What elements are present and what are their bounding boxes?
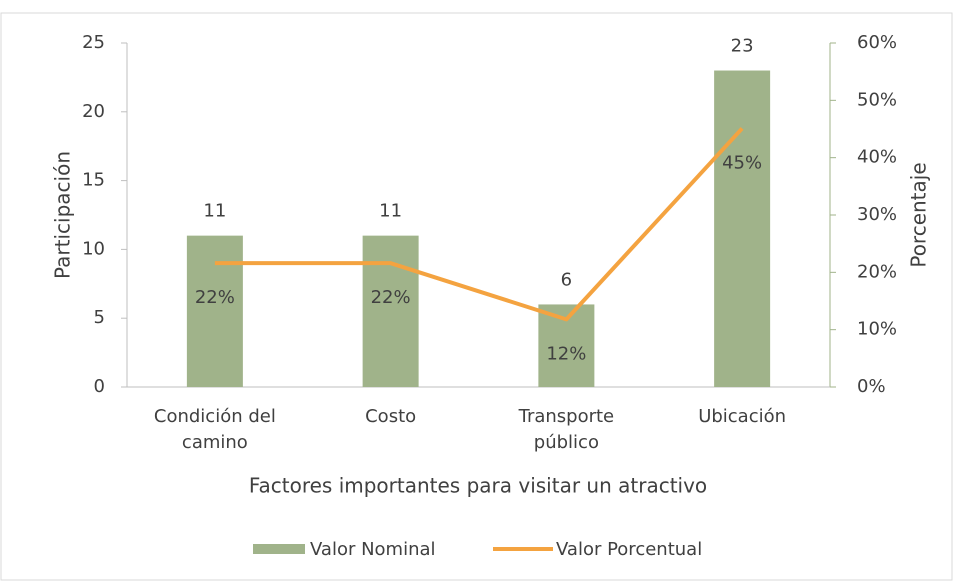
x-tick-label: Transporte público: [518, 406, 615, 453]
bar-value-label: 23: [731, 36, 754, 57]
y2-tick-label: 0%: [857, 376, 886, 397]
x-axis-title: Factores importantes para visitar un atr…: [249, 474, 707, 498]
y-tick-label: 25: [82, 32, 105, 53]
legend-swatch: [253, 544, 305, 554]
y2-tick-label: 40%: [857, 147, 897, 168]
legend-label: Valor Porcentual: [556, 539, 702, 560]
x-tick-label: Ubicación: [698, 406, 786, 427]
bar: [362, 235, 419, 387]
y2-tick-label: 30%: [857, 204, 897, 225]
line-value-label: 12%: [546, 343, 586, 364]
y2-tick-label: 20%: [857, 261, 897, 282]
line-value-label: 22%: [195, 287, 235, 308]
bar: [714, 70, 771, 388]
line: [214, 127, 744, 322]
line-value-label: 45%: [722, 152, 762, 173]
bar-value-label: 6: [561, 269, 572, 290]
y2-tick-label: 50%: [857, 89, 897, 110]
y-tick-label: 5: [94, 307, 105, 328]
y2-tick-label: 60%: [857, 32, 897, 53]
line-value-label: 22%: [371, 287, 411, 308]
y2-axis-title: Porcentaje: [907, 162, 931, 267]
bar: [186, 235, 243, 387]
bar-value-label: 11: [203, 201, 226, 222]
y-tick-label: 0: [94, 376, 105, 397]
bar-value-label: 11: [379, 201, 402, 222]
y-tick-label: 20: [82, 101, 105, 122]
y2-tick-label: 10%: [857, 319, 897, 340]
y-tick-label: 10: [82, 238, 105, 259]
y-axis-title: Participación: [51, 151, 75, 279]
legend-label: Valor Nominal: [310, 539, 436, 560]
chart-border: [0, 12, 953, 581]
x-tick-label: Condición del camino: [154, 406, 276, 453]
x-tick-label: Costo: [365, 406, 416, 427]
y-tick-label: 15: [82, 170, 105, 191]
